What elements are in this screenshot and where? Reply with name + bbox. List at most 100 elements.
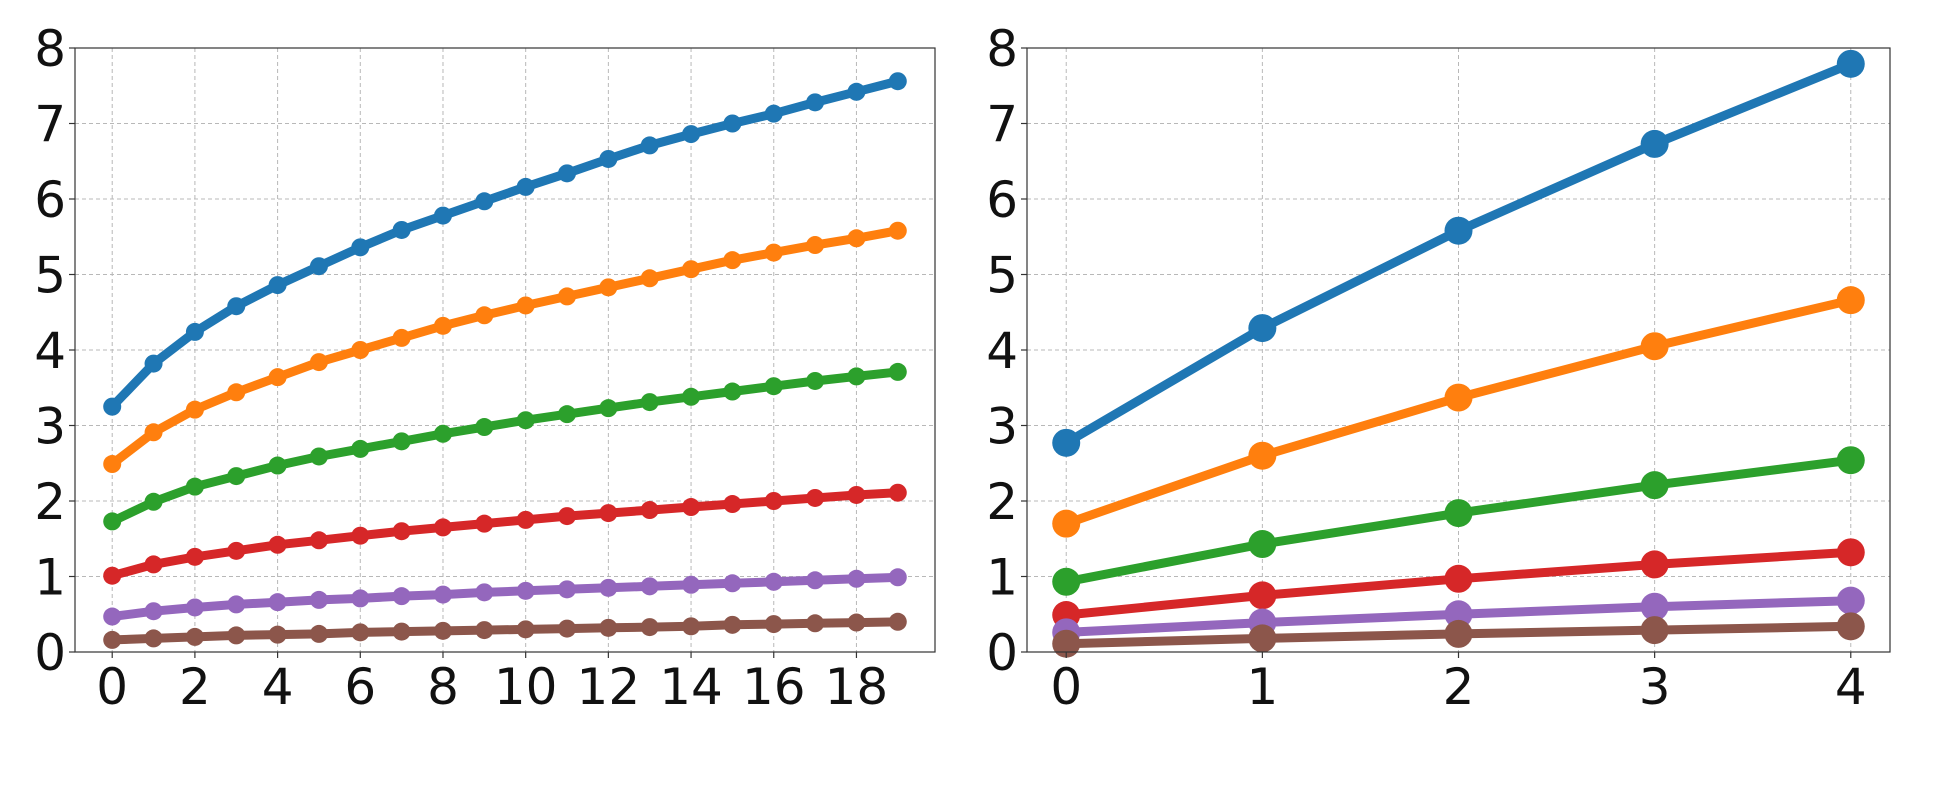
data-point	[392, 328, 411, 347]
data-point	[764, 615, 783, 634]
data-point	[475, 583, 494, 602]
y-tick-label: 5	[34, 247, 66, 305]
data-point	[1640, 616, 1669, 645]
data-point	[558, 405, 577, 424]
data-point	[351, 439, 370, 458]
data-point	[1444, 619, 1473, 648]
data-point	[682, 387, 701, 406]
data-point	[1248, 624, 1277, 653]
data-point	[723, 574, 742, 593]
data-point	[392, 522, 411, 541]
data-point	[103, 607, 122, 626]
data-point	[723, 114, 742, 133]
data-point	[806, 488, 825, 507]
y-tick-label: 6	[986, 171, 1018, 229]
data-point	[723, 251, 742, 270]
data-point	[227, 541, 246, 560]
data-point	[847, 367, 866, 386]
data-point	[433, 206, 452, 225]
data-point	[764, 492, 783, 510]
data-point	[1640, 129, 1669, 158]
data-point	[392, 622, 411, 641]
data-point	[1444, 564, 1473, 593]
y-tick-label: 5	[986, 247, 1018, 305]
data-point	[1640, 550, 1669, 579]
data-point	[144, 423, 163, 442]
data-point	[144, 602, 163, 621]
data-point	[351, 238, 370, 257]
y-tick-label: 3	[34, 398, 66, 456]
data-point	[1052, 629, 1081, 658]
data-point	[103, 512, 122, 531]
data-point	[764, 104, 783, 123]
data-point	[309, 353, 328, 372]
data-point	[351, 341, 370, 359]
data-point	[433, 518, 452, 537]
x-tick-label: 16	[742, 658, 806, 716]
data-point	[351, 623, 370, 642]
data-point	[847, 569, 866, 588]
data-point	[268, 535, 287, 554]
data-point	[1248, 530, 1277, 559]
y-tick-label: 7	[986, 96, 1018, 154]
y-tick-label: 1	[986, 549, 1018, 607]
data-point	[268, 456, 287, 475]
data-point	[309, 447, 328, 466]
x-tick-label: 12	[577, 658, 641, 716]
data-point	[888, 483, 907, 502]
data-point	[764, 377, 783, 396]
data-point	[516, 411, 535, 430]
data-point	[599, 399, 618, 418]
y-tick-label: 1	[34, 549, 66, 607]
x-tick-label: 0	[96, 658, 128, 716]
data-point	[475, 514, 494, 533]
data-point	[144, 354, 163, 373]
data-point	[723, 495, 742, 514]
data-point	[392, 220, 411, 239]
data-point	[516, 620, 535, 639]
data-point	[309, 624, 328, 643]
data-point	[103, 566, 122, 585]
data-point	[1248, 581, 1277, 610]
y-tick-label: 2	[986, 473, 1018, 531]
data-point	[1052, 509, 1081, 538]
data-point	[516, 581, 535, 600]
y-tick-label: 0	[986, 624, 1018, 682]
data-point	[144, 492, 163, 511]
data-point	[309, 257, 328, 276]
series-line-1	[107, 226, 903, 469]
data-point	[888, 568, 907, 587]
y-tick-label: 2	[34, 473, 66, 531]
data-point	[268, 593, 287, 612]
series-line-0	[107, 76, 903, 412]
data-point	[1836, 446, 1865, 475]
data-point	[227, 467, 246, 486]
x-tick-label: 8	[427, 658, 459, 716]
x-tick-label: 4	[262, 658, 294, 716]
data-point	[723, 615, 742, 634]
data-point	[103, 455, 122, 474]
data-point	[516, 510, 535, 529]
data-point	[640, 618, 659, 637]
x-tick-label: 4	[1835, 658, 1867, 716]
data-point	[806, 93, 825, 112]
data-point	[185, 598, 204, 617]
y-tick-label: 6	[34, 171, 66, 229]
data-point	[806, 571, 825, 590]
y-tick-label: 3	[986, 398, 1018, 456]
data-point	[185, 477, 204, 496]
x-tick-label: 2	[1443, 658, 1475, 716]
data-point	[103, 397, 122, 416]
data-point	[516, 177, 535, 196]
x-tick-label: 14	[659, 658, 723, 716]
data-point	[392, 432, 411, 451]
data-point	[1052, 428, 1081, 457]
data-point	[227, 383, 246, 402]
data-point	[682, 575, 701, 594]
y-tick-label: 7	[34, 96, 66, 154]
x-tick-label: 10	[494, 658, 558, 716]
data-point	[433, 621, 452, 640]
data-point	[1836, 612, 1865, 641]
data-point	[764, 572, 783, 591]
data-point	[847, 229, 866, 248]
